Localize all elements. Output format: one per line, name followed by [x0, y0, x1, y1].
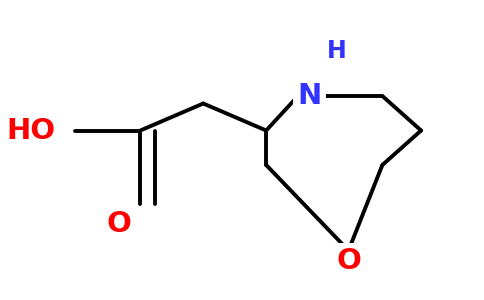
Text: H: H: [327, 39, 346, 63]
Text: O: O: [106, 209, 131, 238]
Text: O: O: [336, 247, 361, 275]
Text: HO: HO: [7, 116, 56, 145]
Text: N: N: [298, 82, 322, 110]
Text: H: H: [327, 39, 346, 63]
Text: O: O: [336, 247, 361, 275]
Text: HO: HO: [7, 116, 56, 145]
Text: N: N: [298, 82, 322, 110]
Text: O: O: [106, 209, 131, 238]
